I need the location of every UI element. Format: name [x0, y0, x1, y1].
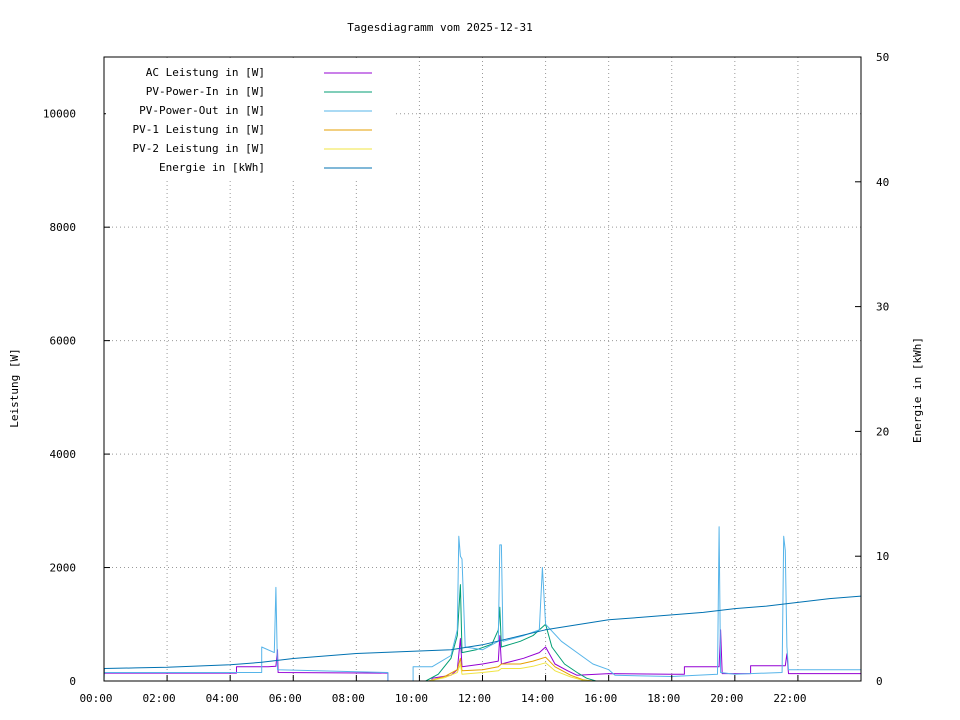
series-line-5 [104, 662, 861, 682]
y2-axis-label: Energie in [kWh] [911, 337, 924, 443]
x-tick-label: 00:00 [79, 692, 112, 705]
x-tick-label: 22:00 [773, 692, 806, 705]
y-axis-right: 0 10 20 30 40 50 [855, 51, 889, 688]
legend-label: Energie in [kWh] [159, 161, 265, 174]
y-tick-label: 4000 [50, 448, 77, 461]
legend: AC Leistung in [W] PV-Power-In in [W] PV-P… [106, 59, 396, 179]
y-tick-label: 0 [69, 675, 76, 688]
x-tick-label: 18:00 [647, 692, 680, 705]
x-tick-label: 02:00 [143, 692, 176, 705]
series-line-3 [104, 526, 861, 682]
chart-title: Tagesdiagramm vom 2025-12-31 [347, 21, 532, 34]
legend-label: PV-Power-Out in [W] [139, 104, 265, 117]
legend-label: PV-Power-In in [W] [146, 85, 265, 98]
y2-tick-label: 50 [876, 51, 889, 64]
y2-tick-label: 10 [876, 550, 889, 563]
x-tick-label: 08:00 [332, 692, 365, 705]
series-line-2 [104, 584, 861, 682]
x-tick-label: 14:00 [521, 692, 554, 705]
x-tick-label: 20:00 [710, 692, 743, 705]
legend-label: AC Leistung in [W] [146, 66, 265, 79]
y-axis-label: Leistung [W] [8, 348, 21, 427]
y2-tick-label: 0 [876, 675, 883, 688]
legend-background [106, 59, 396, 179]
x-tick-label: 16:00 [584, 692, 617, 705]
x-tick-label: 04:00 [206, 692, 239, 705]
y-tick-label: 6000 [50, 335, 77, 348]
legend-label: PV-1 Leistung in [W] [133, 123, 265, 136]
x-axis: 00:00 02:00 04:00 06:00 08:00 10:00 12:00 14:00… [79, 675, 806, 705]
y2-tick-label: 20 [876, 425, 889, 438]
x-tick-label: 10:00 [395, 692, 428, 705]
series-line-6 [103, 595, 862, 682]
y-tick-label: 2000 [50, 562, 77, 575]
y-tick-label: 10000 [43, 108, 76, 121]
series-line-1 [104, 629, 861, 682]
x-tick-label: 06:00 [269, 692, 302, 705]
series-lines [103, 526, 862, 682]
legend-label: PV-2 Leistung in [W] [133, 142, 265, 155]
y2-tick-label: 30 [876, 301, 889, 314]
series-line-4 [104, 656, 861, 682]
y-axis-left: 0 2000 4000 6000 8000 10000 [43, 108, 110, 688]
x-tick-label: 12:00 [458, 692, 491, 705]
y-tick-label: 8000 [50, 221, 77, 234]
y2-tick-label: 40 [876, 176, 889, 189]
